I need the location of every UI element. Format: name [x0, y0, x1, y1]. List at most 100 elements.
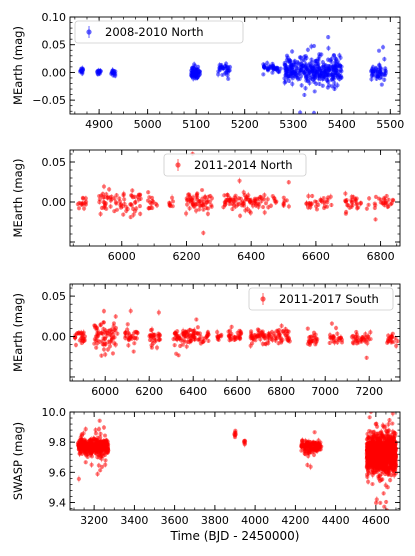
data-point — [338, 75, 343, 80]
data-point — [128, 202, 133, 207]
data-point — [292, 59, 297, 64]
data-point — [146, 206, 151, 211]
data-point — [393, 335, 398, 341]
data-point — [382, 57, 387, 62]
data-point — [206, 338, 211, 343]
data-point — [338, 335, 343, 340]
data-point — [286, 204, 292, 209]
data-point — [237, 213, 243, 218]
data-point — [314, 199, 319, 205]
data-point — [101, 347, 107, 352]
data-point — [130, 144, 134, 148]
data-point — [133, 200, 138, 205]
legend-label: 2008-2010 North — [105, 25, 204, 39]
data-point — [282, 76, 287, 81]
data-point — [371, 69, 376, 74]
data-point — [125, 327, 130, 332]
data-point — [114, 193, 119, 198]
data-point — [327, 65, 332, 70]
data-point — [255, 327, 261, 332]
legend: 2011-2017 South — [248, 287, 394, 311]
data-point — [330, 72, 335, 77]
data-point — [216, 335, 221, 340]
data-point — [327, 73, 332, 78]
data-point — [345, 203, 350, 208]
data-point — [293, 71, 298, 76]
x-tick-label: 5500 — [376, 118, 404, 131]
data-point — [130, 188, 135, 193]
data-point — [187, 192, 192, 197]
data-points — [72, 307, 400, 360]
data-point — [237, 178, 242, 183]
data-point — [138, 196, 143, 201]
data-point — [131, 331, 137, 336]
data-point — [97, 197, 102, 202]
data-point — [311, 330, 317, 335]
data-point — [278, 335, 283, 340]
data-point — [383, 71, 388, 76]
data-point — [91, 446, 96, 451]
data-point — [297, 55, 303, 60]
data-point — [170, 199, 176, 204]
data-point — [298, 110, 303, 114]
data-point — [328, 58, 333, 63]
data-point — [245, 206, 250, 212]
data-point — [195, 191, 200, 196]
data-point — [386, 197, 391, 202]
data-point — [311, 452, 317, 457]
data-point — [149, 345, 154, 350]
data-point — [171, 336, 176, 342]
data-point — [233, 428, 238, 433]
data-point — [241, 190, 246, 195]
data-point — [99, 330, 104, 335]
data-point — [258, 194, 263, 200]
data-point — [366, 202, 371, 207]
data-point — [261, 64, 267, 69]
data-point — [190, 334, 195, 339]
data-point — [312, 430, 317, 435]
data-point — [75, 202, 80, 207]
data-point — [262, 210, 267, 215]
panel-3: 6000 6200 6400 6600 6800 7000 7200 0.00 0.05 MEar… — [11, 283, 401, 398]
data-point — [124, 208, 129, 214]
data-point — [205, 199, 210, 204]
x-tick-label: 7000 — [311, 385, 339, 398]
data-point — [97, 339, 102, 344]
data-point — [121, 212, 126, 217]
data-point — [304, 201, 309, 206]
data-point — [335, 331, 340, 336]
data-point — [355, 201, 360, 206]
data-point — [272, 331, 277, 336]
data-point — [383, 391, 387, 395]
data-point — [86, 400, 90, 404]
x-tick-label: 6000 — [108, 250, 136, 263]
data-point — [91, 436, 97, 441]
legend-label: 2011-2017 South — [279, 292, 379, 306]
data-point — [231, 203, 236, 208]
data-point — [374, 497, 379, 502]
data-point — [206, 194, 211, 199]
data-point — [311, 67, 316, 72]
data-point — [377, 62, 382, 67]
data-point — [103, 458, 108, 463]
data-point — [99, 464, 105, 469]
data-point — [230, 206, 235, 212]
data-point — [89, 454, 94, 459]
data-point — [279, 323, 284, 328]
data-point — [101, 425, 107, 430]
data-point — [317, 52, 322, 57]
data-point — [151, 333, 156, 338]
data-point — [369, 77, 374, 82]
data-point — [172, 343, 177, 348]
data-point — [101, 342, 106, 347]
data-points — [78, 35, 388, 114]
data-point — [364, 355, 369, 360]
x-tick-label: 5300 — [279, 118, 307, 131]
data-point — [183, 211, 189, 216]
data-point — [300, 58, 305, 63]
data-point — [339, 69, 344, 74]
data-point — [98, 211, 103, 217]
data-point — [93, 427, 98, 433]
data-point — [317, 81, 322, 87]
